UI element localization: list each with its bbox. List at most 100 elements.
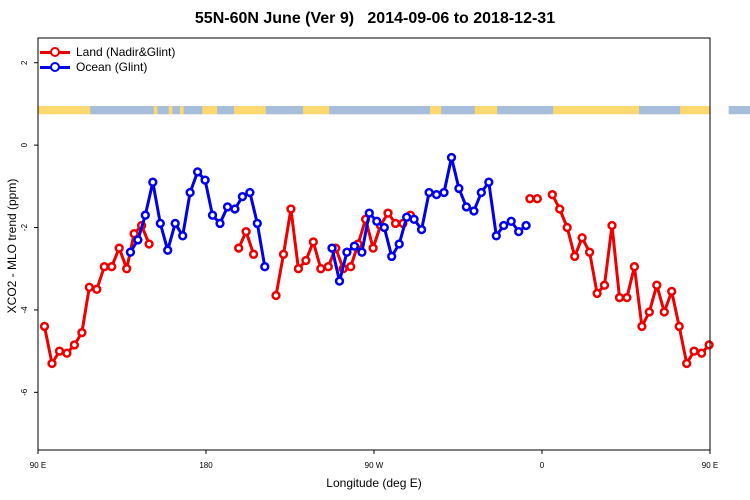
data-point <box>286 204 296 214</box>
data-point <box>222 202 233 212</box>
data-point <box>163 245 173 255</box>
data-point <box>439 187 449 198</box>
ocean-segment <box>441 105 475 115</box>
x-axis-label: Longitude (deg E) <box>326 476 422 490</box>
data-point <box>234 243 244 253</box>
data-point <box>387 251 397 262</box>
data-point <box>555 204 565 214</box>
data-point <box>308 237 318 247</box>
data-point <box>476 187 486 198</box>
data-point <box>484 177 494 187</box>
data-point <box>342 247 352 257</box>
data-point <box>521 220 531 231</box>
y-tick-label: -4 <box>20 306 29 314</box>
data-point <box>446 152 457 163</box>
data-point <box>364 208 374 218</box>
y-tick-label: 2 <box>20 60 29 65</box>
data-point <box>454 183 464 194</box>
data-point <box>107 262 117 272</box>
ocean-segment <box>265 105 304 115</box>
data-point <box>185 187 195 198</box>
data-point <box>148 177 158 187</box>
data-point <box>316 264 326 274</box>
data-point <box>129 229 139 239</box>
data-point <box>577 233 587 243</box>
data-point <box>192 167 203 177</box>
ocean-segment <box>639 105 681 115</box>
data-point <box>491 231 501 241</box>
data-point <box>245 187 255 198</box>
ocean-segment <box>329 105 430 115</box>
data-point <box>170 218 180 229</box>
data-point <box>357 247 367 257</box>
data-point <box>69 340 80 350</box>
data-point <box>114 243 124 253</box>
data-point <box>252 218 262 229</box>
data-point <box>84 282 94 292</box>
data-point <box>629 262 640 272</box>
data-point <box>424 187 434 198</box>
data-point <box>409 214 419 224</box>
data-point <box>696 348 707 358</box>
series-line <box>550 193 711 365</box>
data-point <box>200 175 210 185</box>
data-point <box>461 202 472 212</box>
data-point <box>614 292 625 303</box>
series-land <box>39 189 714 369</box>
ocean-segment <box>172 105 180 115</box>
data-point <box>394 239 404 249</box>
data-point <box>525 194 535 204</box>
data-point <box>125 247 136 257</box>
data-point <box>248 249 259 259</box>
x-tick-label: 0 <box>540 461 545 470</box>
data-point <box>390 218 401 229</box>
data-point <box>301 255 311 266</box>
data-point <box>383 208 393 218</box>
legend-label-land: Land (Nadir&Glint) <box>76 44 176 59</box>
data-point <box>667 286 677 297</box>
data-point <box>532 194 542 204</box>
x-tick-label: 180 <box>199 461 213 470</box>
ocean-segment <box>497 105 554 115</box>
data-point <box>271 290 281 301</box>
data-point <box>327 243 337 253</box>
data-point <box>178 231 188 241</box>
data-point <box>133 235 143 245</box>
data-point <box>260 262 270 272</box>
legend: Land (Nadir&Glint) Ocean (Glint) <box>40 44 175 74</box>
data-point <box>682 358 692 369</box>
data-point <box>637 321 647 332</box>
data-point <box>334 276 345 286</box>
data-point <box>402 212 412 222</box>
data-point <box>499 220 509 231</box>
series-layer <box>39 152 714 369</box>
data-point <box>562 222 572 233</box>
data-point <box>644 307 654 317</box>
data-point <box>230 204 240 214</box>
ocean-segment <box>728 105 750 115</box>
data-point <box>215 218 225 229</box>
x-tick-label: 90 W <box>365 461 384 470</box>
legend-item-land: Land (Nadir&Glint) <box>40 44 175 59</box>
data-point <box>514 226 524 237</box>
data-point <box>77 327 87 338</box>
data-point <box>237 191 248 202</box>
data-point <box>416 224 427 235</box>
data-point <box>689 346 699 356</box>
data-point <box>99 262 109 272</box>
data-point <box>592 288 602 299</box>
data-point <box>368 243 378 253</box>
ocean-segment <box>157 105 169 115</box>
data-point <box>47 358 57 369</box>
data-point <box>155 218 165 229</box>
ocean-segment <box>217 105 234 115</box>
y-tick-label: -2 <box>20 223 29 231</box>
data-point <box>293 264 304 274</box>
data-point <box>469 206 479 216</box>
y-axis-label: XCO2 - MLO trend (ppm) <box>5 178 19 314</box>
data-point <box>372 216 382 226</box>
data-point <box>607 220 617 231</box>
data-point <box>92 284 102 294</box>
data-point <box>547 189 557 200</box>
